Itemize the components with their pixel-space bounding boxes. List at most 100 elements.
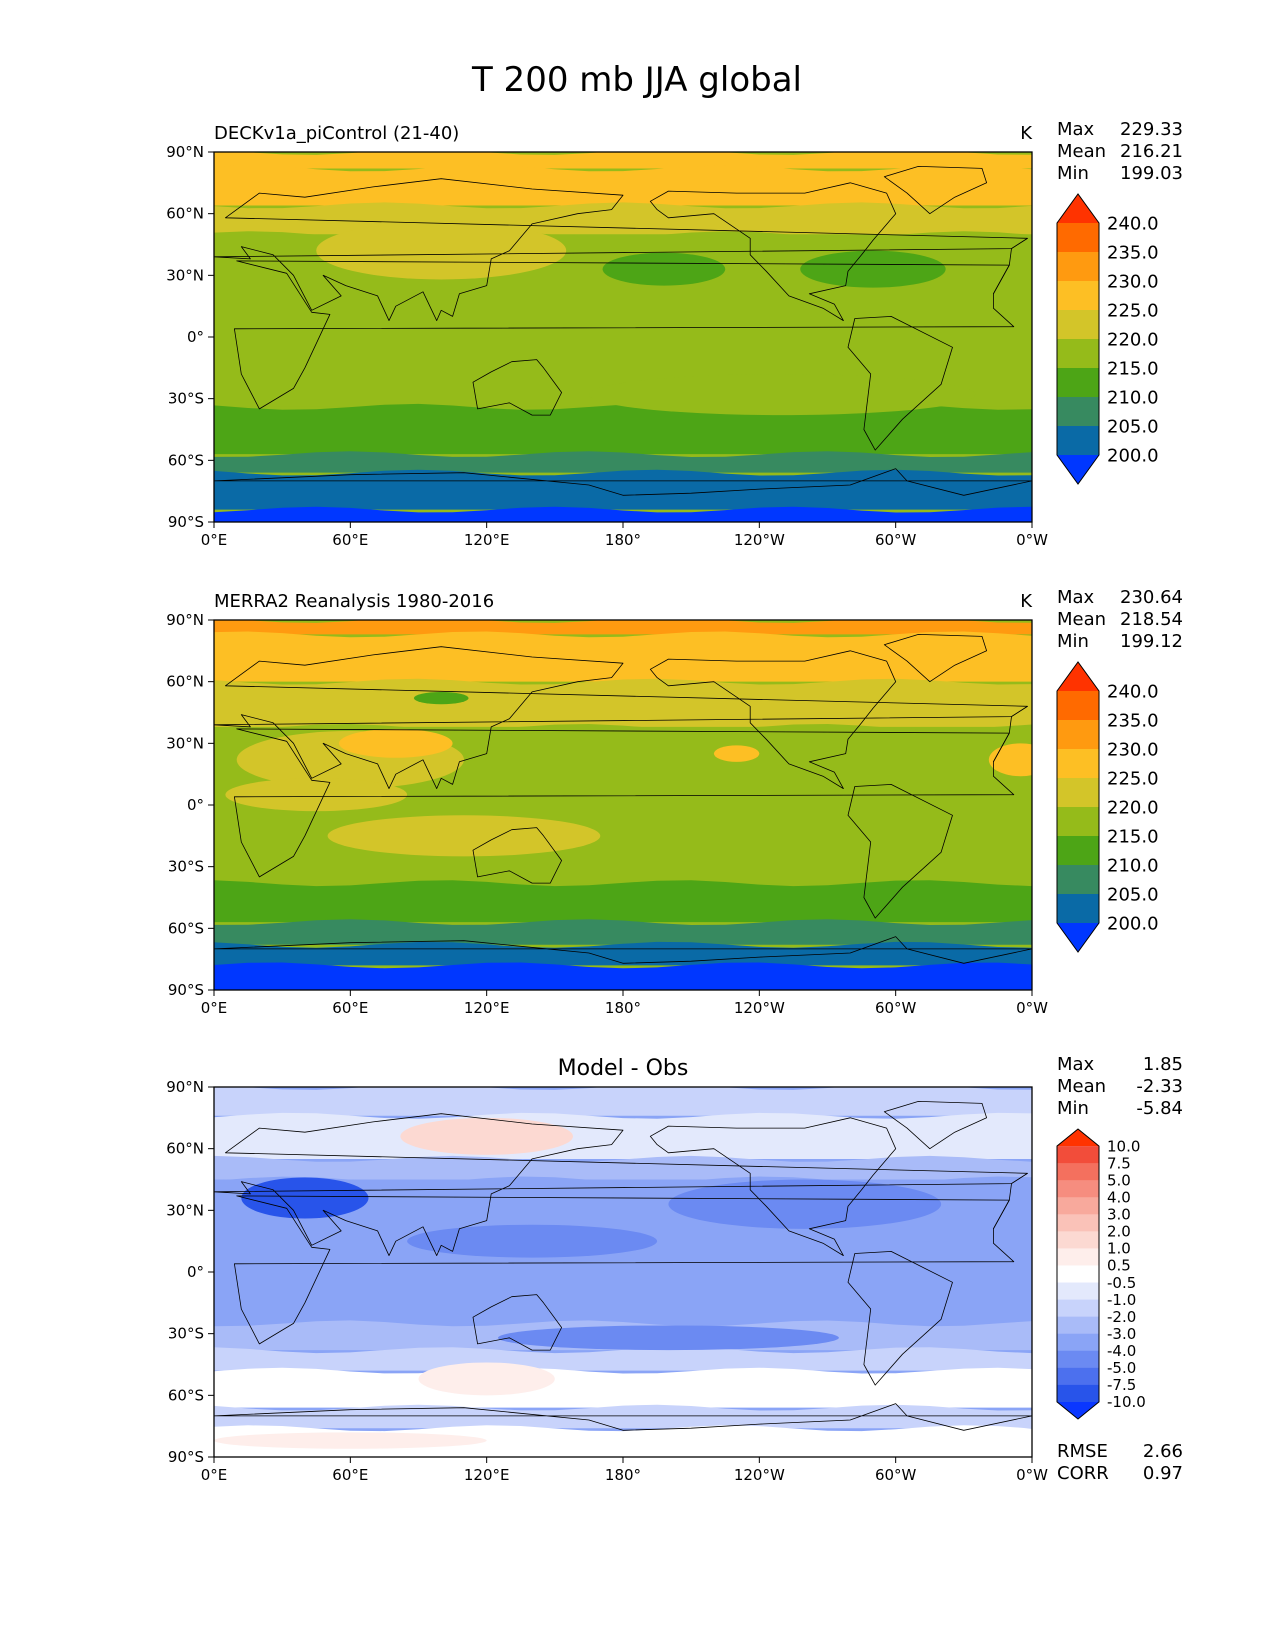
colorbar-label: 0.5 xyxy=(1107,1257,1131,1275)
south-america-outline xyxy=(847,1251,953,1386)
stat-label: Mean xyxy=(1057,141,1106,162)
colorbar-label: -1.0 xyxy=(1107,1291,1136,1309)
stat-label: Min xyxy=(1057,631,1089,652)
x-tick-label: 60°W xyxy=(875,531,917,549)
eurasia-outline xyxy=(214,646,1028,789)
field-anomaly xyxy=(588,374,976,416)
colorbar-outline xyxy=(1056,193,1100,485)
colorbar-label: 210.0 xyxy=(1107,387,1159,408)
coastlines xyxy=(214,1101,1032,1431)
x-tick-label: 0°W xyxy=(1016,531,1048,549)
latitude-band xyxy=(214,631,1032,682)
colorbar-swatch xyxy=(1057,339,1099,369)
stat-label: Mean xyxy=(1057,609,1106,630)
eurasia-outline xyxy=(214,1113,1028,1256)
colorbar-label: 235.0 xyxy=(1107,710,1159,731)
stat-label: Max xyxy=(1057,119,1095,140)
y-tick-label: 30°N xyxy=(166,266,204,284)
latitude-band xyxy=(214,1404,1032,1429)
field-anomaly xyxy=(214,1432,487,1449)
colorbar-extend-top xyxy=(1057,662,1099,691)
coastlines xyxy=(214,166,1032,496)
y-tick-label: 90°N xyxy=(166,611,204,629)
latitude-band xyxy=(214,962,1032,990)
x-tick-label: 120°W xyxy=(734,531,785,549)
x-tick-label: 180° xyxy=(605,531,641,549)
latitude-band xyxy=(214,620,1032,635)
colorbar-label: -3.0 xyxy=(1107,1325,1136,1343)
stat-value: 1.85 xyxy=(1143,1054,1183,1075)
colorbar-swatch xyxy=(1057,368,1099,398)
panel-units: K xyxy=(1020,123,1033,144)
greenland-outline xyxy=(883,634,987,683)
y-tick-label: 30°S xyxy=(168,1325,204,1343)
field-anomaly xyxy=(400,1117,574,1155)
field-anomaly xyxy=(668,1179,942,1229)
field-anomaly xyxy=(713,745,760,762)
colorbar-extend-bottom xyxy=(1057,1401,1099,1419)
latitude-band xyxy=(214,1347,1032,1371)
colorbar-label: 200.0 xyxy=(1107,445,1159,466)
y-tick-label: 60°S xyxy=(168,451,204,469)
colorbar-swatch xyxy=(1057,223,1099,253)
x-tick-label: 0°E xyxy=(201,999,228,1017)
colorbar-label: 10.0 xyxy=(1107,1137,1140,1155)
colorbar-swatch xyxy=(1057,749,1099,779)
africa-outline xyxy=(234,728,1015,878)
x-tick-label: 0°E xyxy=(201,531,228,549)
x-tick-label: 60°W xyxy=(875,1466,917,1484)
panel-center-title: Model - Obs xyxy=(558,1056,689,1081)
colorbar-label: 7.5 xyxy=(1107,1154,1131,1172)
coastline-wrap xyxy=(993,705,1028,762)
antarctica-outline xyxy=(214,1403,1032,1431)
colorbar-label: 205.0 xyxy=(1107,416,1159,437)
colorbar-swatch xyxy=(1057,1384,1099,1403)
australia-outline xyxy=(472,827,562,884)
colorbar-extend-bottom xyxy=(1057,923,1099,952)
y-tick-label: 60°N xyxy=(166,205,204,223)
colorbar-label: 200.0 xyxy=(1107,913,1159,934)
y-tick-label: 60°S xyxy=(168,919,204,937)
x-tick-label: 0°W xyxy=(1016,999,1048,1017)
colorbar-swatch xyxy=(1057,397,1099,427)
colorbar-label: 4.0 xyxy=(1107,1188,1131,1206)
y-tick-label: 60°N xyxy=(166,673,204,691)
colorbar-label: 215.0 xyxy=(1107,826,1159,847)
stat-value: -5.84 xyxy=(1136,1098,1183,1119)
field-anomaly xyxy=(327,815,601,857)
north-america-outline xyxy=(649,650,897,789)
colorbar-swatch xyxy=(1057,1180,1099,1198)
y-tick-label: 0° xyxy=(187,796,204,814)
field-anomaly xyxy=(413,691,469,705)
north-america-outline xyxy=(649,182,897,321)
x-tick-label: 60°W xyxy=(875,999,917,1017)
coastline-wrap xyxy=(993,237,1028,294)
colorbar-swatch xyxy=(1057,691,1099,721)
colorbar: 240.0 235.0 230.0 225.0 220.0 215.0 210.0 205.0… xyxy=(1056,193,1159,485)
y-tick-label: 90°N xyxy=(166,1078,204,1096)
field-anomaly xyxy=(241,1177,369,1219)
coastlines xyxy=(214,634,1032,964)
north-america-outline xyxy=(649,1117,897,1256)
south-america-outline xyxy=(847,316,953,451)
colorbar-label: 230.0 xyxy=(1107,739,1159,760)
latitude-band xyxy=(214,1087,1032,1116)
colorbar-label: -4.0 xyxy=(1107,1342,1136,1360)
colorbar-swatch xyxy=(1057,865,1099,895)
field-anomaly xyxy=(407,1224,658,1258)
colorbar-label: -2.0 xyxy=(1107,1308,1136,1326)
stat-value: 2.66 xyxy=(1143,1441,1183,1462)
colorbar-swatch xyxy=(1057,836,1099,866)
latitude-band xyxy=(214,469,1032,510)
colorbar-label: 215.0 xyxy=(1107,358,1159,379)
colorbar-swatch xyxy=(1057,1146,1099,1164)
colorbar-label: -5.0 xyxy=(1107,1359,1136,1377)
x-tick-label: 120°W xyxy=(734,999,785,1017)
stat-label: Min xyxy=(1057,163,1089,184)
coastline-wrap xyxy=(993,1172,1028,1229)
colorbar-swatch xyxy=(1057,807,1099,837)
colorbar: 10.07.55.04.03.02.01.00.5-0.5-1.0-2.0-3.… xyxy=(1056,1128,1146,1420)
colorbar-label: 3.0 xyxy=(1107,1206,1131,1224)
y-tick-label: 90°S xyxy=(168,513,204,531)
colorbar-swatch xyxy=(1057,1333,1099,1352)
